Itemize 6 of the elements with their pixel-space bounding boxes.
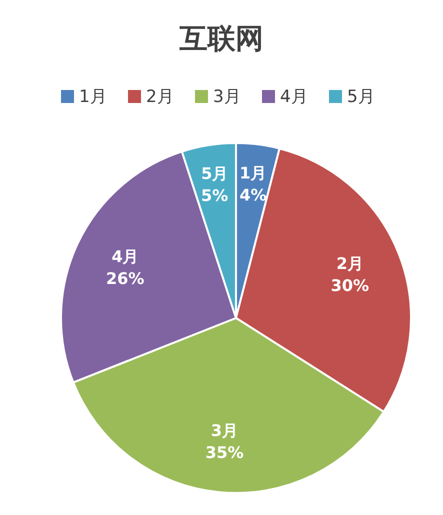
legend-label: 5月 (347, 87, 375, 107)
legend-label: 3月 (213, 87, 241, 107)
legend-label: 2月 (146, 87, 174, 107)
title: 互联网 (180, 22, 264, 55)
legend-label: 4月 (280, 87, 308, 107)
legend-label: 1月 (79, 87, 107, 107)
